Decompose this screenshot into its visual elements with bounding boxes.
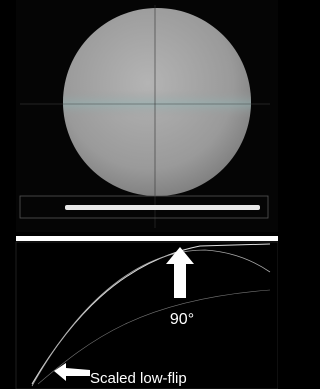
- caption-label: Scaled low-flip: [90, 370, 187, 387]
- angle-label: 90°: [170, 311, 194, 328]
- slice-profile: [65, 205, 260, 210]
- page: 90° Scaled low-flip (() => { const data …: [0, 0, 320, 389]
- figure: 90° Scaled low-flip: [0, 0, 278, 389]
- separator: [16, 236, 278, 241]
